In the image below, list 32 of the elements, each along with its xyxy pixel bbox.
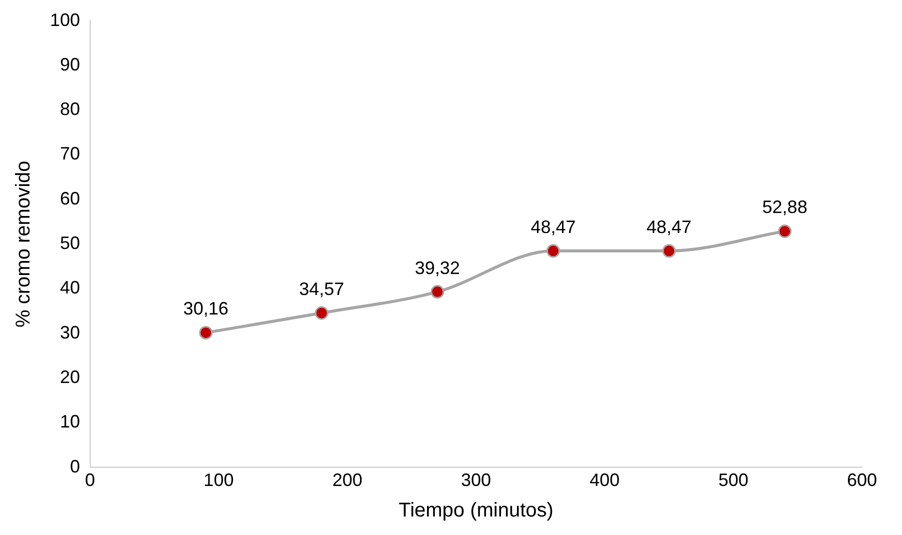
point: [546, 244, 560, 258]
x-tick-label: 600: [846, 470, 878, 490]
y-axis-title: % cromo removido: [12, 160, 35, 328]
x-axis-title: Tiempo (minutos): [398, 500, 554, 522]
y-tick-label: 10: [60, 412, 80, 432]
point: [430, 285, 444, 299]
y-tick-label: 40: [60, 278, 80, 298]
data-label: 48,47: [646, 216, 692, 237]
data-label: 34,57: [299, 278, 344, 299]
y-tick-label: 20: [60, 367, 80, 388]
y-tick-label: 30: [60, 322, 80, 342]
y-tick-label: 60: [60, 188, 80, 208]
y-tick-label: 70: [60, 144, 80, 164]
y-tick-label: 0: [70, 456, 80, 476]
data-label: 39,32: [414, 258, 460, 278]
point: [778, 224, 792, 238]
x-tick-label: 200: [332, 470, 362, 490]
x-tick-label: 400: [590, 470, 620, 490]
data-label: 52,88: [762, 197, 808, 218]
point: [199, 326, 213, 340]
x-tick-label: 300: [460, 470, 492, 490]
y-tick-label: 100: [50, 10, 80, 30]
x-tick-label: 100: [204, 470, 234, 490]
data-label: 30,16: [183, 298, 228, 319]
y-tick-label: 50: [60, 233, 80, 254]
y-tick-label: 80: [60, 99, 80, 120]
x-tick-label: 0: [85, 470, 96, 490]
y-tick-label: 90: [60, 54, 80, 74]
point: [314, 306, 328, 320]
point: [662, 244, 676, 258]
data-label: 48,47: [530, 216, 576, 237]
x-tick-label: 500: [718, 470, 748, 490]
